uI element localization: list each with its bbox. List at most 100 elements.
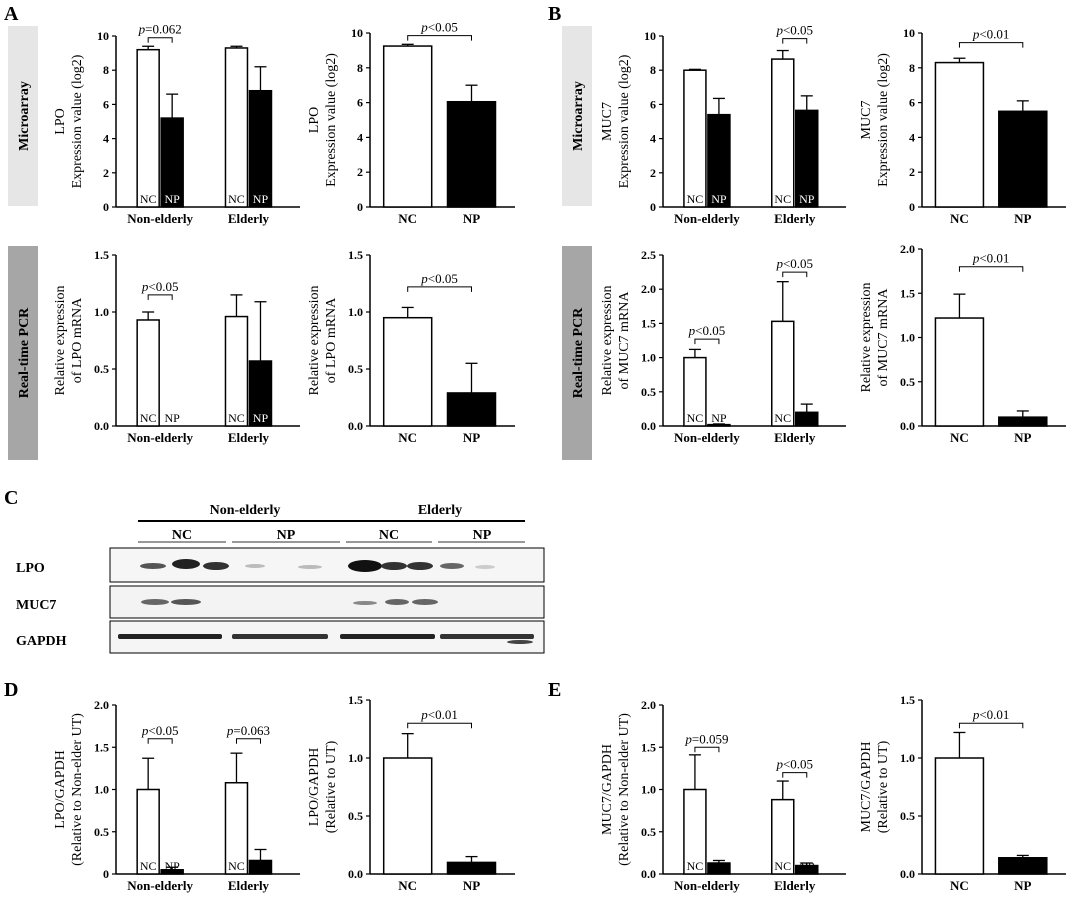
chart-b1-tick-label: 4 <box>650 132 656 146</box>
chart-b2-sig-label: p<0.01 <box>972 27 1010 42</box>
blot-group-elderly: Elderly <box>418 503 462 518</box>
chart-b3-sig-bracket <box>694 338 720 345</box>
chart-b3-tick-label: 0.5 <box>641 385 656 399</box>
chart-b4-category-label: NP <box>1014 430 1031 445</box>
chart-e2-ylabel: (Relative to UT) <box>876 740 891 833</box>
chart-a2-tick-label: 2 <box>357 165 363 179</box>
chart-a2-sig-label: p<0.05 <box>420 20 458 35</box>
chart-a3-category-label: Non-elderly <box>127 430 193 445</box>
chart-b1: 0 2 4 6 8 10 MUC7 Expression value (log2) NC NP No… <box>600 23 846 226</box>
panel-label-c: C <box>4 487 18 509</box>
chart-e2-sig-label: p<0.01 <box>972 707 1010 722</box>
chart-b4-ylabel: of MUC7 mRNA <box>876 288 891 387</box>
band-pcr-b-label: Real-time PCR <box>571 307 586 398</box>
chart-e2-tick-label: 0.5 <box>900 809 915 823</box>
chart-b3-bar-nc-1-inlabel: NC <box>774 411 791 425</box>
chart-b2-ylabel: Expression value (log2) <box>876 53 891 187</box>
chart-b1-bar-nc-1-inlabel: NC <box>774 192 791 206</box>
chart-d1-ylabel: LPO/GAPDH <box>53 750 68 829</box>
chart-d1-category-label: Elderly <box>228 878 270 893</box>
chart-e1-bar-np-0-inlabel: NP <box>711 859 727 873</box>
panel-label-d: D <box>4 679 18 701</box>
chart-a2-bar-1 <box>446 100 497 208</box>
chart-a2: 0 2 4 6 8 10 LPO Expression value (log2) NC NP p<0… <box>307 20 515 226</box>
chart-a3-tick-label: 0.0 <box>94 419 109 433</box>
chart-b1-category-label: Non-elderly <box>674 211 740 226</box>
chart-d2-bar-0 <box>382 757 433 875</box>
chart-e1-tick-label: 2.0 <box>641 698 656 712</box>
chart-b3-bar-nc-0-inlabel: NC <box>687 411 704 425</box>
band-microarray-a: Microarray <box>8 26 38 206</box>
chart-d2-ylabel: (Relative to UT) <box>324 740 339 833</box>
chart-b4-category-label: NC <box>950 430 969 445</box>
chart-d1-tick-label: 2.0 <box>94 698 109 712</box>
chart-a4-tick-label: 0.5 <box>348 362 363 376</box>
chart-e1-tick-label: 0.5 <box>641 825 656 839</box>
chart-b2-tick-label: 4 <box>909 130 915 144</box>
chart-e1-bar-nc-1-inlabel: NC <box>774 859 791 873</box>
chart-e2-bar-0 <box>934 757 985 875</box>
chart-a2-tick-label: 0 <box>357 200 363 214</box>
band-pcr-a: Real-time PCR <box>8 246 38 460</box>
chart-b3-tick-label: 1.0 <box>641 351 656 365</box>
chart-e1-sig-bracket <box>694 746 720 753</box>
chart-a3-tick-label: 1.5 <box>94 248 109 262</box>
chart-e1: 0.0 0.5 1.0 1.5 2.0 MUC7/GAPDH (Relative to No… <box>600 698 846 893</box>
band-pcr-b: Real-time PCR <box>562 246 592 460</box>
chart-d1-bar-nc-0-inlabel: NC <box>140 859 157 873</box>
chart-b2-bar-0 <box>934 61 985 208</box>
chart-b1-tick-label: 8 <box>650 63 656 77</box>
chart-e1-bar-np-1-inlabel: NP <box>799 859 815 873</box>
chart-e1-tick-label: 0.0 <box>641 867 656 881</box>
chart-b3-ylabel: Relative expression <box>600 285 615 395</box>
chart-a1-bar-nc-1-inlabel: NC <box>228 192 245 206</box>
chart-e2-bar-1 <box>998 857 1048 875</box>
band-microarray-b: Microarray <box>562 26 592 206</box>
chart-a3-ylabel: of LPO mRNA <box>70 297 85 383</box>
chart-b1-bar-nc-0 <box>683 69 707 208</box>
chart-b3-sig-label: p<0.05 <box>688 323 726 338</box>
chart-a4-category-label: NP <box>463 430 480 445</box>
chart-e2: 0.0 0.5 1.0 1.5 MUC7/GAPDH (Relative to UT) NC… <box>859 693 1066 893</box>
chart-b2-category-label: NP <box>1014 211 1031 226</box>
chart-b1-category-label: Elderly <box>774 211 816 226</box>
blot-row-gapdh: GAPDH <box>16 634 67 649</box>
chart-a3-sig-label: p<0.05 <box>141 279 179 294</box>
chart-b3-bar-np-0-inlabel: NP <box>711 411 727 425</box>
chart-e1-sig-label: p<0.05 <box>775 757 813 772</box>
chart-e2-sig-bracket <box>958 722 1024 729</box>
chart-b3: 0.0 0.5 1.0 1.5 2.0 2.5 Relative expression of … <box>600 248 846 445</box>
chart-a4-ylabel: Relative expression <box>307 285 322 395</box>
chart-b4-sig-label: p<0.01 <box>972 251 1010 266</box>
chart-e1-category-label: Elderly <box>774 878 816 893</box>
chart-b2-ylabel: MUC7 <box>859 101 874 140</box>
chart-b3-tick-label: 1.5 <box>641 316 656 330</box>
chart-b2-tick-label: 6 <box>909 96 915 110</box>
chart-b4-bar-1 <box>998 416 1048 427</box>
chart-a2-category-label: NC <box>398 211 417 226</box>
chart-d2-sig-label: p<0.01 <box>420 707 458 722</box>
chart-d2-category-label: NP <box>463 878 480 893</box>
chart-b4-tick-label: 0.0 <box>900 419 915 433</box>
chart-a2-tick-label: 10 <box>351 26 363 40</box>
chart-a3-ylabel: Relative expression <box>53 285 68 395</box>
blot-subgroup-nc-1: NC <box>172 528 192 543</box>
chart-b4-tick-label: 1.0 <box>900 331 915 345</box>
chart-a4-tick-label: 1.5 <box>348 248 363 262</box>
chart-a3-tick-label: 1.0 <box>94 305 109 319</box>
chart-b3-tick-label: 0.0 <box>641 419 656 433</box>
chart-d2-bar-1 <box>446 861 497 875</box>
chart-e1-category-label: Non-elderly <box>674 878 740 893</box>
chart-d1-tick-label: 0 <box>103 867 109 881</box>
chart-a2-ylabel: Expression value (log2) <box>324 53 339 187</box>
chart-b3-category-label: Elderly <box>774 430 816 445</box>
chart-a3-bar-np-1-inlabel: NP <box>253 411 269 425</box>
chart-a2-tick-label: 4 <box>357 130 363 144</box>
chart-b2-tick-label: 2 <box>909 165 915 179</box>
chart-a3-bar-np-0-inlabel: NP <box>164 411 180 425</box>
chart-d1-sig-bracket <box>235 738 261 744</box>
chart-b2-category-label: NC <box>950 211 969 226</box>
chart-d2-sig-bracket <box>407 722 472 729</box>
chart-b1-bar-nc-1 <box>771 58 795 208</box>
